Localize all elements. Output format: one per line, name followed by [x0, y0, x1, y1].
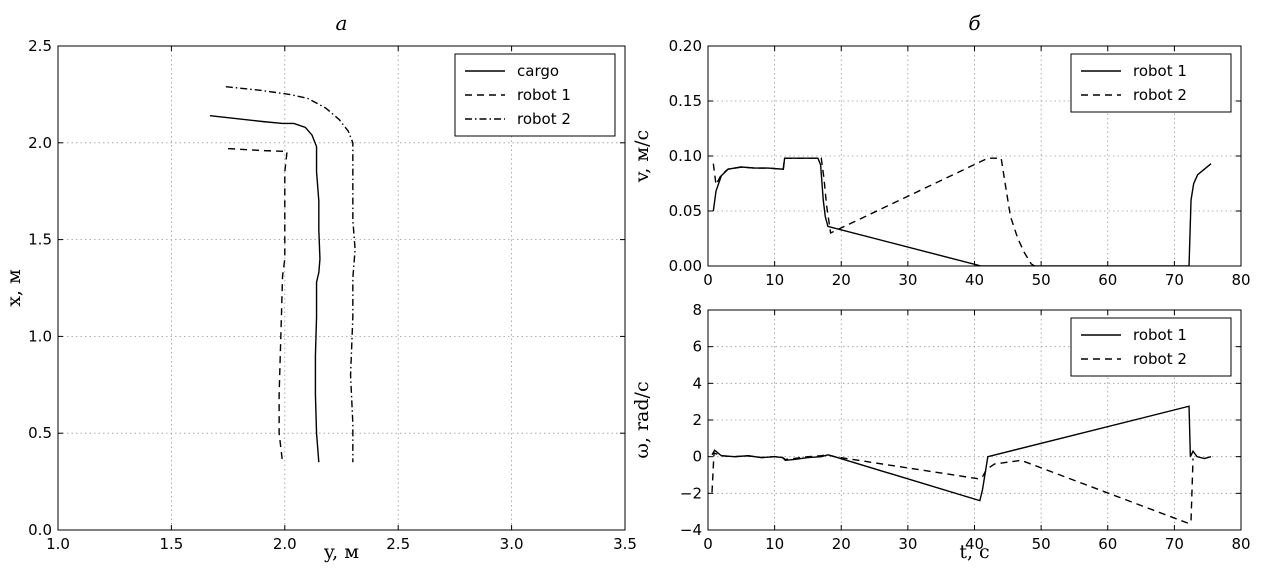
x-tick-label: 0	[703, 535, 713, 553]
x-tick-label: 2.5	[386, 535, 410, 553]
plot-frame	[707, 45, 1242, 267]
y-tick-label: 0.0	[28, 521, 52, 539]
series-line-robot-1	[712, 157, 1212, 266]
x-tick-label: 2.0	[273, 535, 297, 553]
legend: robot 1 robot 2	[1070, 317, 1232, 377]
angular-chart: 0 10 20 30 40 50 60 70 80 −4 −2 0 2 4 6 8 robot 1 robot 2…	[631, 301, 1251, 563]
legend-label: robot 1	[1133, 62, 1187, 80]
y-tick-label: 0.15	[669, 92, 702, 110]
legend-label: robot 2	[1133, 350, 1187, 368]
x-tick-label: 70	[1165, 271, 1184, 289]
x-tick-label: 20	[832, 271, 851, 289]
y-tick-label: 0.5	[28, 424, 52, 442]
chart-title: а	[336, 11, 348, 35]
x-axis-label: y, м	[323, 541, 359, 563]
y-tick-label: −2	[680, 484, 702, 502]
y-axis-label: x, м	[3, 269, 25, 307]
y-tick-label: 0.00	[669, 257, 702, 275]
legend-label: cargo	[517, 62, 559, 80]
x-tick-label: 40	[965, 535, 984, 553]
series-line-robot-2	[711, 452, 1194, 525]
legend-label: robot 2	[517, 110, 571, 128]
velocity-chart: 0 10 20 30 40 50 60 70 80 0.00 0.05 0.10 0.15 0.20 rob…	[631, 11, 1251, 289]
y-tick-label: 0.10	[669, 147, 702, 165]
y-tick-label: 2.5	[28, 37, 52, 55]
series-line-robot-1	[711, 405, 1212, 502]
legend-label: robot 1	[1133, 326, 1187, 344]
x-tick-label: 80	[1231, 535, 1250, 553]
y-tick-label: 8	[692, 301, 702, 319]
x-tick-label: 50	[1032, 535, 1051, 553]
y-tick-label: −4	[680, 521, 702, 539]
series-line-robot-2	[712, 157, 1035, 266]
x-tick-label: 50	[1032, 271, 1051, 289]
y-tick-label: 2.0	[28, 134, 52, 152]
series-line-robot-2	[225, 85, 356, 463]
legend: robot 1 robot 2	[1070, 53, 1232, 113]
y-axis-label: v, м/с	[631, 130, 653, 183]
x-tick-label: 3.5	[613, 535, 637, 553]
x-tick-label: 30	[898, 271, 917, 289]
plot-frame	[57, 45, 626, 531]
y-tick-label: 0	[692, 448, 702, 466]
y-tick-label: 1.5	[28, 231, 52, 249]
plot-frame	[707, 309, 1242, 531]
x-tick-label: 60	[1098, 535, 1117, 553]
legend-box	[1070, 53, 1232, 113]
legend-box	[1070, 317, 1232, 377]
y-axis-label: ω, rad/c	[631, 381, 653, 458]
chart-title: б	[968, 11, 981, 35]
legend-label: robot 2	[1133, 86, 1187, 104]
legend-label: robot 1	[517, 86, 571, 104]
x-tick-label: 20	[832, 535, 851, 553]
x-tick-label: 1.5	[159, 535, 183, 553]
x-tick-label: 40	[965, 271, 984, 289]
legend: cargo robot 1 robot 2	[454, 53, 616, 137]
x-tick-label: 70	[1165, 535, 1184, 553]
trajectory-chart: 1.0 1.5 2.0 2.5 3.0 3.5 0.0 0.5 1.0 1.5 2.0 2.5 carg…	[3, 11, 637, 563]
x-tick-label: 60	[1098, 271, 1117, 289]
x-tick-label: 1.0	[46, 535, 70, 553]
series-line-robot-1	[228, 147, 288, 463]
y-tick-label: 4	[692, 374, 702, 392]
x-axis-label: t, с	[959, 541, 989, 563]
series-line-cargo	[209, 115, 321, 463]
x-tick-label: 3.0	[500, 535, 524, 553]
y-tick-label: 6	[692, 338, 702, 356]
x-tick-label: 0	[703, 271, 713, 289]
x-tick-label: 10	[765, 271, 784, 289]
y-tick-label: 2	[692, 411, 702, 429]
y-tick-label: 0.20	[669, 37, 702, 55]
y-tick-label: 0.05	[669, 202, 702, 220]
x-tick-label: 30	[898, 535, 917, 553]
y-tick-label: 1.0	[28, 327, 52, 345]
x-tick-label: 10	[765, 535, 784, 553]
x-tick-label: 80	[1231, 271, 1250, 289]
